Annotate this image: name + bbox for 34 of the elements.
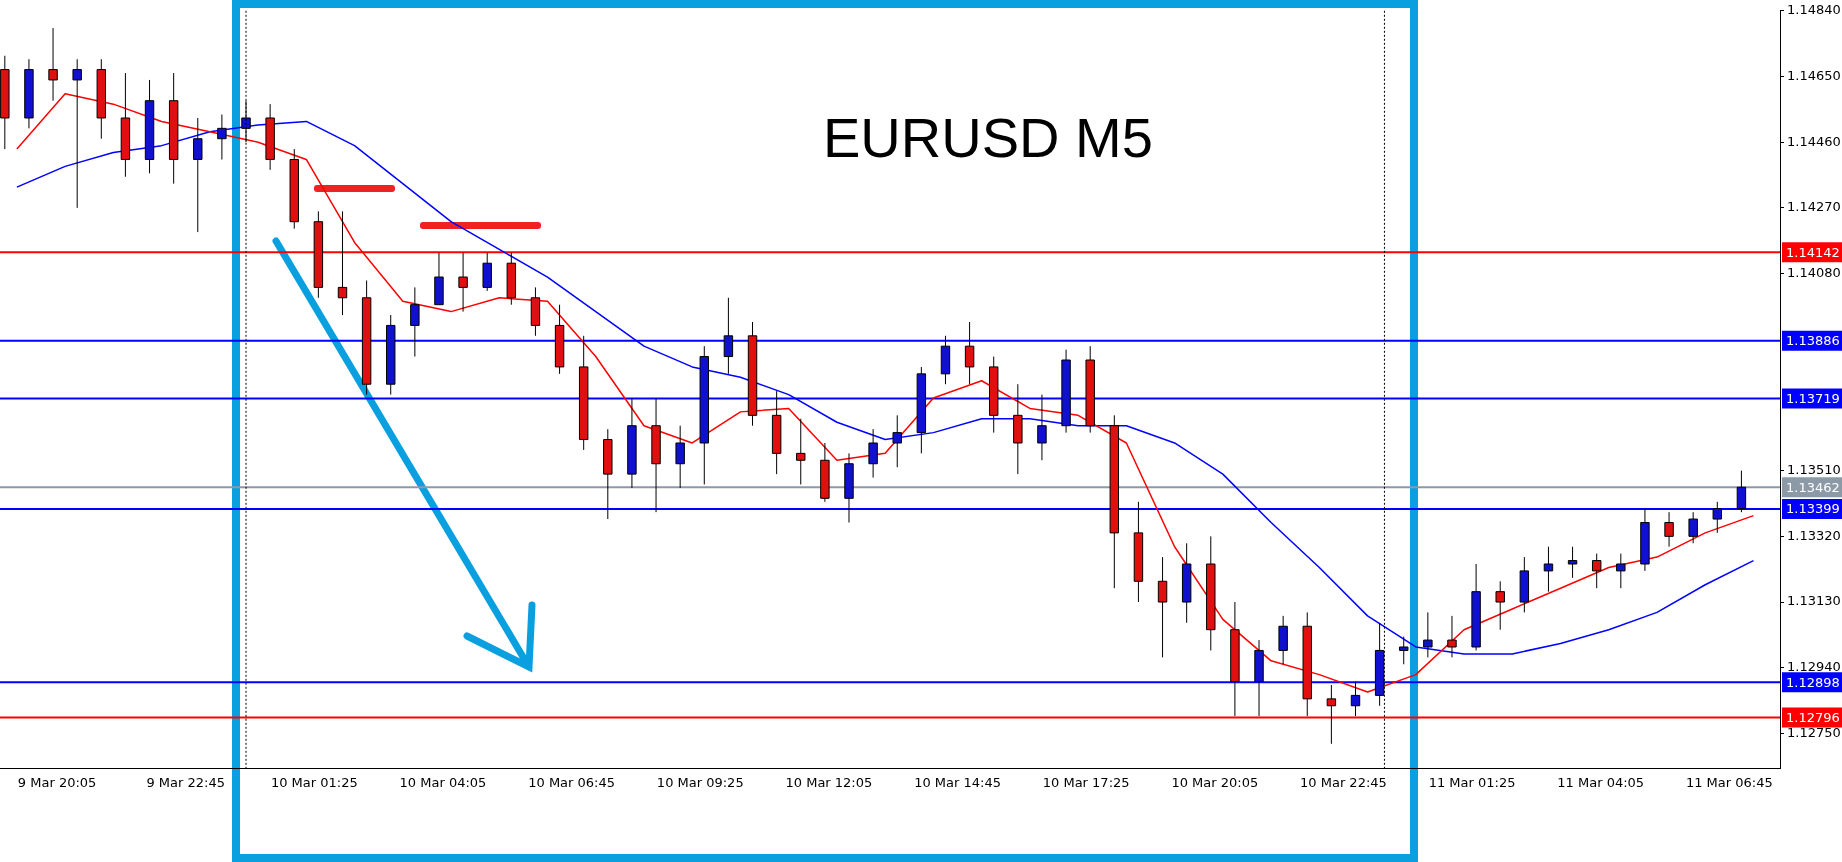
- ref-line-label: 1.13719: [1786, 390, 1840, 406]
- y-tick-label: 1.13130: [1787, 593, 1841, 609]
- candlestick: [1664, 511, 1674, 548]
- y-tick-label: 1.12940: [1787, 659, 1841, 675]
- ref-line-label: 1.13399: [1786, 501, 1840, 517]
- ref-line-label: 1.13886: [1786, 333, 1840, 349]
- x-tick-label: 10 Mar 14:45: [914, 775, 1001, 791]
- x-tick-label: 10 Mar 20:05: [1171, 775, 1259, 791]
- x-tick-label: 10 Mar 12:05: [785, 775, 873, 791]
- x-tick-label: 9 Mar 20:05: [17, 775, 97, 791]
- x-tick-label: 9 Mar 22:45: [146, 775, 225, 791]
- x-tick-label: 10 Mar 17:25: [1042, 775, 1130, 791]
- y-tick-label: 1.13320: [1787, 527, 1841, 543]
- ref-line-label: 1.13462: [1786, 479, 1840, 495]
- ref-line-label: 1.12898: [1786, 674, 1840, 690]
- y-tick-label: 1.14650: [1787, 67, 1841, 83]
- y-tick-label: 1.14270: [1787, 199, 1841, 215]
- x-tick-label: 10 Mar 04:05: [399, 775, 487, 791]
- y-tick-label: 1.14840: [1787, 2, 1841, 18]
- x-tick-label: 11 Mar 01:25: [1428, 775, 1516, 791]
- x-tick-label: 11 Mar 04:05: [1557, 775, 1645, 791]
- y-tick-label: 1.12750: [1787, 724, 1841, 740]
- y-tick-label: 1.14080: [1787, 264, 1841, 280]
- x-tick-label: 10 Mar 06:45: [528, 775, 616, 791]
- x-tick-label: 11 Mar 06:45: [1685, 775, 1773, 791]
- y-tick-label: 1.14460: [1787, 133, 1841, 149]
- text: EURUSD M5: [822, 106, 1153, 170]
- x-tick-label: 10 Mar 22:45: [1300, 775, 1387, 791]
- ref-line-label: 1.14142: [1786, 244, 1840, 260]
- x-tick-label: 10 Mar 01:25: [270, 775, 358, 791]
- ref-line-label: 1.12796: [1786, 709, 1840, 725]
- candlestick: [410, 286, 420, 358]
- y-tick-label: 1.13510: [1787, 462, 1841, 478]
- x-tick-label: 10 Mar 09:25: [656, 775, 744, 791]
